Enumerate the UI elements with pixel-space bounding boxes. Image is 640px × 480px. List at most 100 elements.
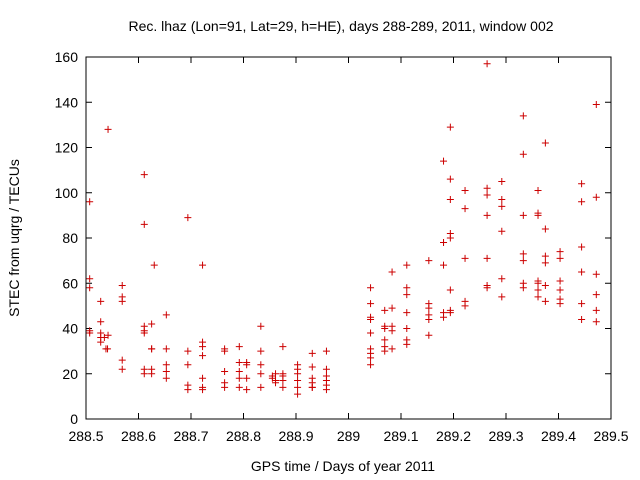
data-point: [199, 386, 207, 394]
x-tick-label: 288.8: [226, 428, 261, 444]
data-point: [381, 306, 389, 314]
data-point: [388, 345, 396, 353]
data-point: [150, 261, 158, 269]
data-point: [498, 275, 506, 283]
data-point: [425, 315, 433, 323]
data-point: [294, 390, 302, 398]
y-tick-label: 100: [55, 185, 79, 201]
data-point: [403, 261, 411, 269]
data-point: [425, 257, 433, 265]
data-point: [592, 101, 600, 109]
data-point: [541, 252, 549, 260]
data-point: [519, 250, 527, 258]
data-point: [367, 300, 375, 308]
data-point: [388, 304, 396, 312]
data-point: [446, 309, 454, 317]
data-point: [498, 293, 506, 301]
data-point: [272, 379, 280, 387]
data-point: [162, 345, 170, 353]
data-point: [279, 377, 287, 385]
data-point: [322, 386, 330, 394]
data-point: [367, 361, 375, 369]
y-axis-label: STEC from uqrg / TECUs: [6, 159, 22, 317]
data-point: [556, 277, 564, 285]
data-point: [97, 338, 105, 346]
data-point: [381, 336, 389, 344]
data-point: [483, 60, 491, 68]
data-point: [403, 340, 411, 348]
data-point: [483, 191, 491, 199]
data-point: [556, 300, 564, 308]
data-point: [97, 297, 105, 305]
data-point: [519, 211, 527, 219]
data-point: [235, 367, 243, 375]
data-point: [184, 386, 192, 394]
data-point: [148, 320, 156, 328]
data-point: [592, 306, 600, 314]
data-point: [592, 270, 600, 278]
data-point: [519, 257, 527, 265]
data-point: [440, 261, 448, 269]
x-tick-label: 288.6: [121, 428, 156, 444]
data-point: [556, 248, 564, 256]
axes: 288.5 288.6 288.7 288.8 288.9 289 289.1 289.2 28…: [55, 49, 629, 444]
data-point: [483, 211, 491, 219]
data-point: [541, 259, 549, 267]
data-point: [243, 374, 251, 382]
data-point: [498, 227, 506, 235]
data-point: [118, 297, 126, 305]
data-point: [235, 358, 243, 366]
data-point: [534, 186, 542, 194]
x-tick-label: 288.7: [173, 428, 208, 444]
data-point: [294, 370, 302, 378]
chart-title: Rec. lhaz (Lon=91, Lat=29, h=HE), days 2…: [128, 18, 553, 34]
data-point: [440, 157, 448, 165]
data-point: [483, 254, 491, 262]
data-point: [578, 243, 586, 251]
data-point: [367, 354, 375, 362]
data-point: [221, 347, 229, 355]
x-tick-label: 289.2: [436, 428, 471, 444]
data-point: [294, 383, 302, 391]
data-point: [446, 196, 454, 204]
data-point: [541, 282, 549, 290]
data-point: [483, 284, 491, 292]
data-point: [104, 331, 112, 339]
data-point: [556, 254, 564, 262]
data-point: [556, 286, 564, 294]
data-point: [367, 284, 375, 292]
data-point: [578, 180, 586, 188]
data-point: [541, 225, 549, 233]
data-point: [243, 361, 251, 369]
data-point: [498, 196, 506, 204]
data-point: [381, 325, 389, 332]
data-point: [446, 123, 454, 131]
data-point: [592, 291, 600, 299]
data-point: [519, 150, 527, 158]
data-point: [534, 293, 542, 301]
y-tick-label: 80: [62, 230, 78, 246]
data-point: [199, 343, 207, 351]
data-point: [534, 286, 542, 294]
data-point: [519, 284, 527, 292]
data-point: [388, 327, 396, 335]
data-point: [162, 374, 170, 382]
data-point: [425, 331, 433, 339]
data-point: [592, 193, 600, 201]
x-tick-label: 289.5: [593, 428, 628, 444]
data-point: [403, 325, 411, 332]
data-point: [140, 220, 148, 228]
data-point: [461, 254, 469, 262]
data-point: [308, 349, 316, 357]
data-point: [184, 347, 192, 355]
data-point: [184, 214, 192, 222]
data-point: [279, 383, 287, 391]
data-point: [97, 318, 105, 326]
data-point: [592, 318, 600, 326]
x-axis-label: GPS time / Days of year 2011: [251, 458, 435, 474]
data-point: [440, 239, 448, 247]
data-point: [184, 361, 192, 369]
data-point: [403, 291, 411, 299]
data-point: [272, 370, 280, 378]
